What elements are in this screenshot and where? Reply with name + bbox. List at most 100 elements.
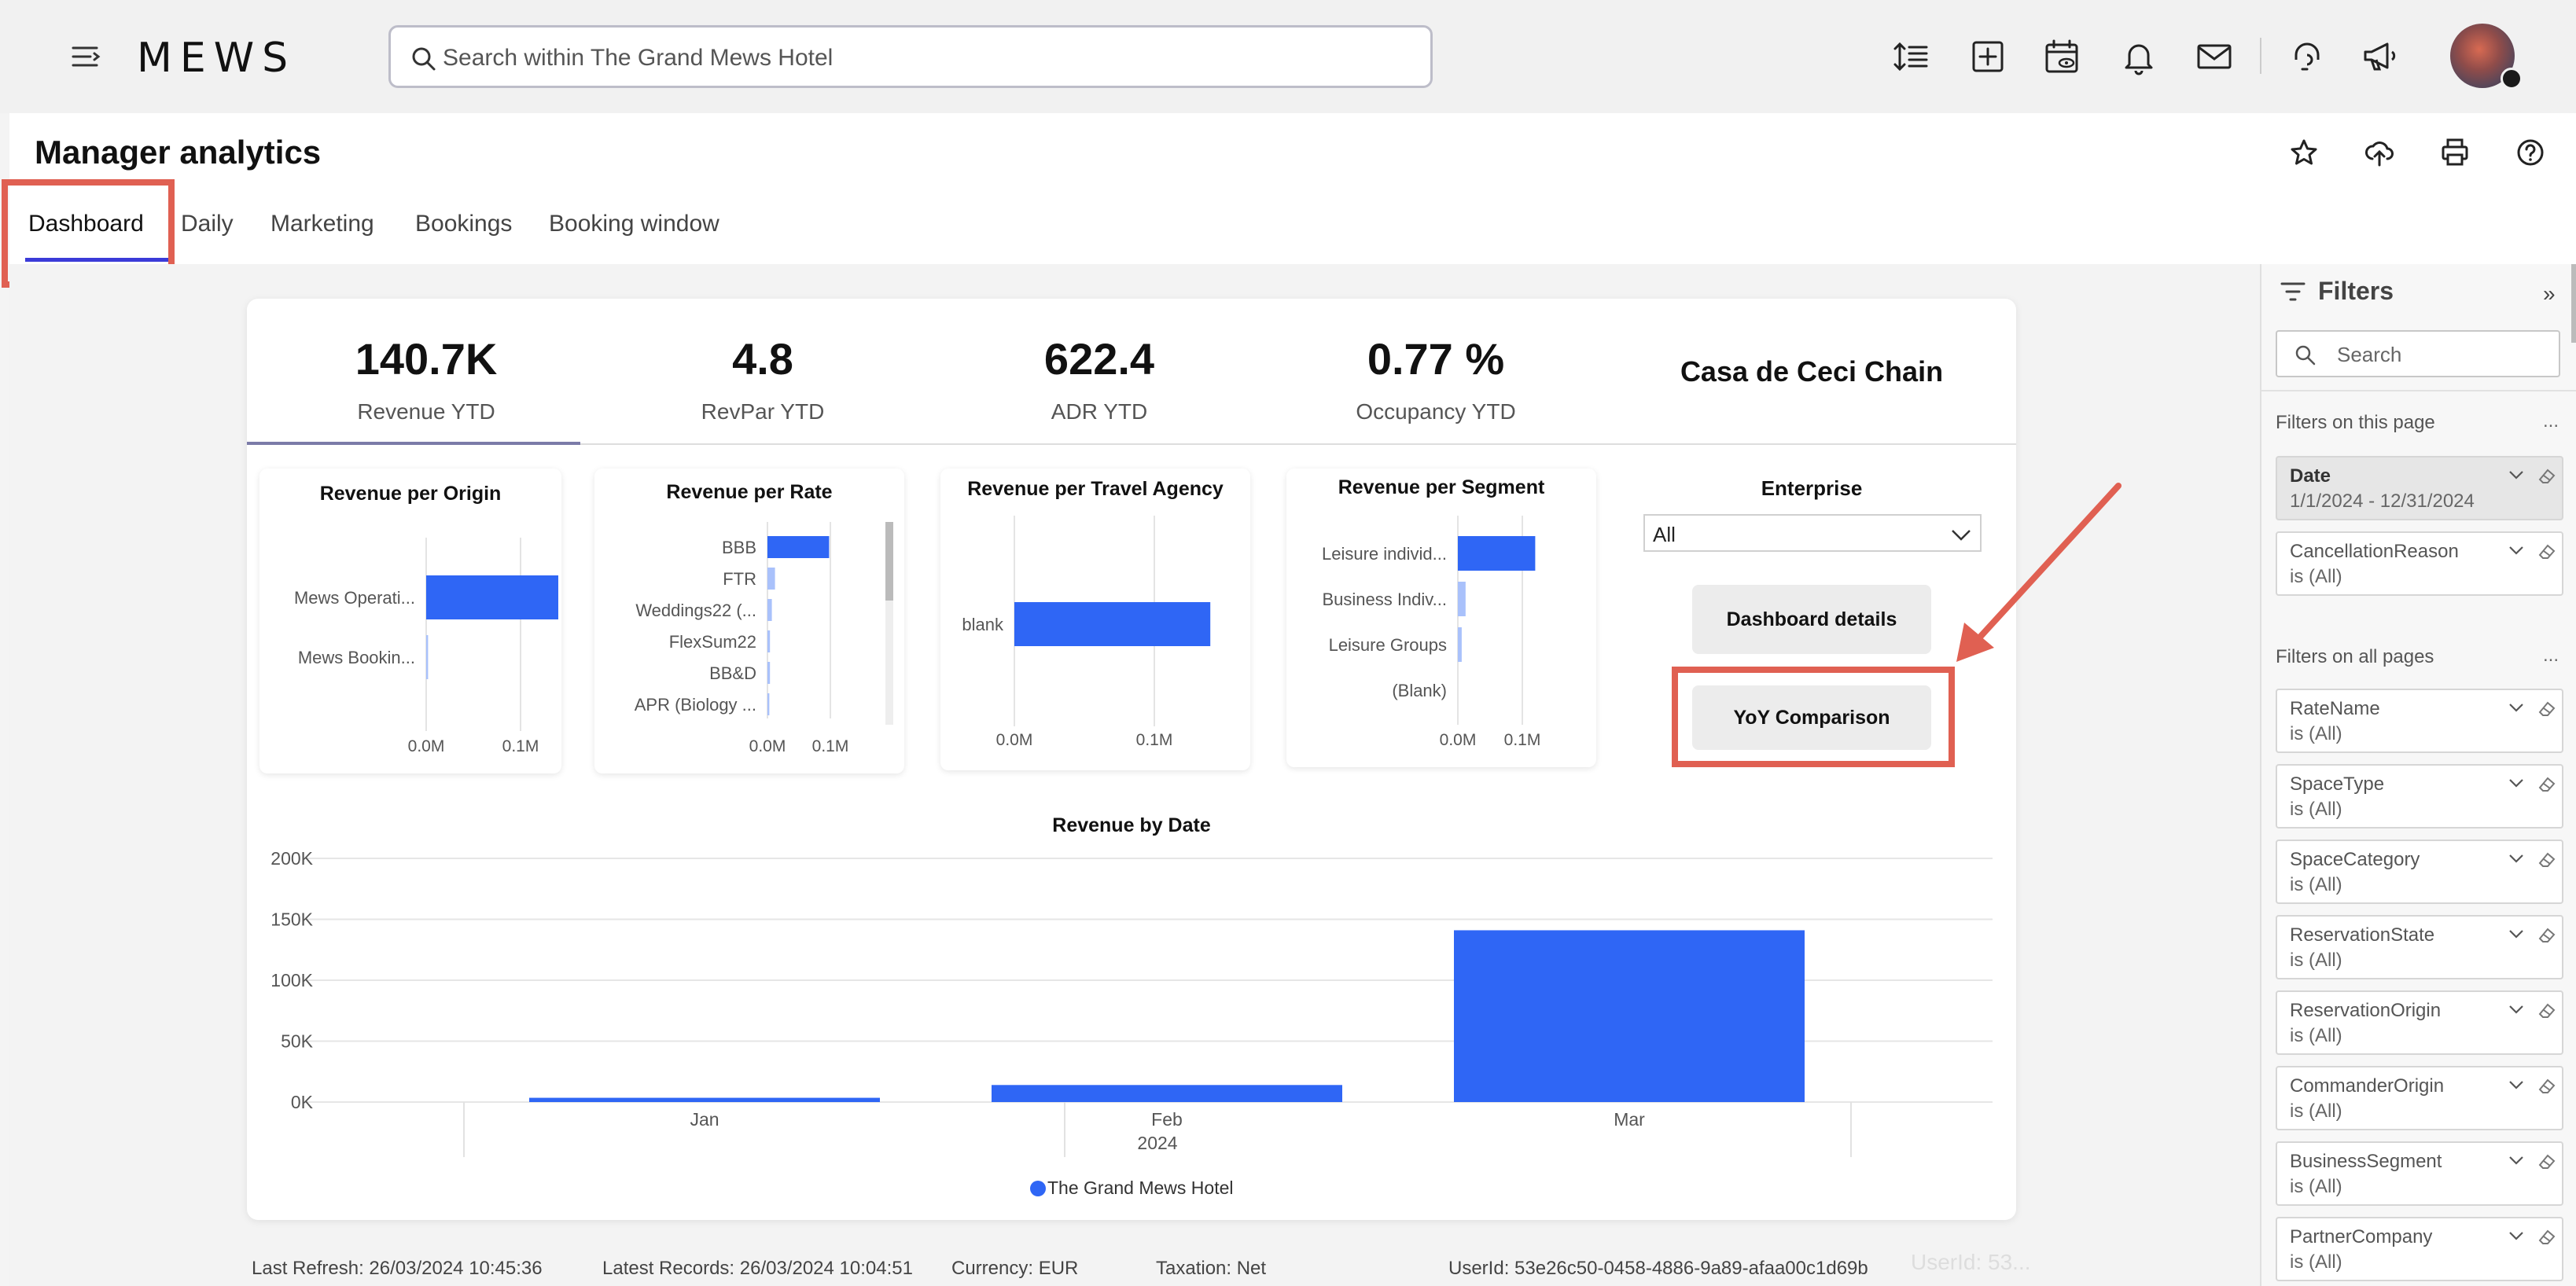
filter-card[interactable]: RateName is (All) (2276, 689, 2563, 753)
chevron-down-icon[interactable] (2507, 926, 2526, 942)
x-tick-label: Jan (690, 1109, 719, 1130)
collapse-panel-icon[interactable]: » (2543, 281, 2556, 306)
revenue-per-segment-chart[interactable]: Revenue per Segment 0.0M 0.1M Leisure indi… (1286, 468, 1596, 767)
chevron-down-icon[interactable] (2507, 775, 2526, 791)
category-label: Leisure Groups (1329, 635, 1447, 655)
menu-icon[interactable] (71, 41, 102, 72)
avatar-menu-badge[interactable] (2501, 68, 2523, 90)
filter-card[interactable]: BusinessSegment is (All) (2276, 1141, 2563, 1206)
enterprise-selected-value: All (1653, 523, 1676, 546)
clear-filter-icon[interactable] (2537, 1001, 2557, 1020)
section-filters-this-page: Filters on this page (2276, 412, 2435, 433)
filter-value: is (All) (2290, 566, 2342, 587)
footer-last-refresh: Last Refresh: 26/03/2024 10:45:36 (252, 1258, 543, 1279)
clear-filter-icon[interactable] (2537, 1077, 2557, 1096)
revenue-by-date-chart[interactable]: 0K 50K 100K 150K 200K Jan Feb Mar 2024 (247, 833, 2016, 1179)
filter-card[interactable]: ReservationState is (All) (2276, 915, 2563, 979)
scrollbar-track (885, 522, 893, 725)
filter-card[interactable]: CommanderOrigin is (All) (2276, 1066, 2563, 1130)
chart-title: Revenue per Origin (319, 483, 502, 505)
clear-filter-icon[interactable] (2537, 542, 2557, 561)
clear-filter-icon[interactable] (2537, 700, 2557, 718)
category-label: Mews Operati... (294, 588, 415, 608)
filter-value: is (All) (2290, 1025, 2342, 1046)
chevron-down-icon[interactable] (2507, 1228, 2526, 1244)
filter-card[interactable]: SpaceCategory is (All) (2276, 840, 2563, 904)
add-square-icon[interactable] (1969, 38, 2007, 75)
kpi-revpar-value: 4.8 (732, 334, 793, 384)
chevron-down-icon[interactable] (2507, 467, 2526, 483)
kpi-occupancy-label: Occupancy YTD (1356, 399, 1516, 424)
filter-card[interactable]: PartnerCompany is (All) (2276, 1217, 2563, 1281)
enterprise-select[interactable]: All (1643, 514, 1982, 552)
chevron-down-icon[interactable] (2507, 1077, 2526, 1093)
print-icon[interactable] (2439, 137, 2471, 168)
bar (767, 630, 771, 652)
footer-latest-records: Latest Records: 26/03/2024 10:04:51 (602, 1258, 913, 1279)
chevron-down-icon[interactable] (2507, 542, 2526, 558)
enterprise-title: Enterprise (1761, 476, 1863, 500)
footer-taxation: Taxation: Net (1156, 1258, 1267, 1279)
kpi-revenue-value: 140.7K (355, 334, 498, 384)
clear-filter-icon[interactable] (2537, 926, 2557, 945)
filter-name: Date (2290, 465, 2331, 487)
chart-plot: 0.0M 0.1M Leisure individ... Business Indiv… (1322, 516, 1540, 749)
clear-filter-icon[interactable] (2537, 1152, 2557, 1171)
support-headset-icon[interactable] (2288, 38, 2326, 75)
x-tick-label: 0.0M (408, 737, 445, 755)
mail-icon[interactable] (2195, 38, 2233, 75)
chevron-down-icon[interactable] (2507, 1152, 2526, 1168)
filter-card[interactable]: CancellationReason is (All) (2276, 531, 2563, 596)
yoy-comparison-button[interactable]: YoY Comparison (1692, 685, 1931, 750)
x-tick-label: 0.1M (502, 737, 539, 755)
filter-card[interactable]: SpaceType is (All) (2276, 764, 2563, 829)
filter-name: CancellationReason (2290, 541, 2459, 562)
mews-logo[interactable]: MEWS (137, 35, 296, 82)
chevron-down-icon[interactable] (2507, 700, 2526, 715)
filters-scrollbar[interactable] (2571, 264, 2576, 343)
chevron-down-icon[interactable] (2507, 851, 2526, 866)
chevron-down-icon[interactable] (2507, 1001, 2526, 1017)
bar (1458, 536, 1536, 571)
clear-filter-icon[interactable] (2537, 851, 2557, 869)
kpi-adr-label: ADR YTD (1051, 399, 1148, 424)
calendar-view-icon[interactable] (2043, 38, 2081, 75)
revenue-per-origin-chart[interactable]: Revenue per Origin 0.0M 0.1M Mews Operati.… (259, 468, 561, 773)
tab-daily[interactable]: Daily (181, 211, 234, 237)
chart-legend[interactable]: The Grand Mews Hotel (1030, 1178, 1233, 1199)
filter-value: is (All) (2290, 723, 2342, 744)
revenue-per-travel-agency-chart[interactable]: Revenue per Travel Agency 0.0M 0.1M blank (940, 468, 1250, 770)
global-search-input[interactable]: Search within The Grand Mews Hotel (388, 25, 1433, 88)
revenue-per-rate-chart[interactable]: Revenue per Rate 0.0M 0.1M BBB FTR Weddings2… (594, 468, 904, 773)
legend-dot-icon (1030, 1181, 1046, 1196)
help-icon[interactable] (2515, 137, 2546, 168)
more-options-icon[interactable]: ... (2543, 410, 2559, 432)
clear-filter-icon[interactable] (2537, 1228, 2557, 1247)
filter-value: is (All) (2290, 950, 2342, 971)
cloud-upload-icon[interactable] (2364, 137, 2395, 168)
filter-card[interactable]: ReservationOrigin is (All) (2276, 990, 2563, 1055)
tab-booking-window[interactable]: Booking window (549, 211, 719, 237)
filters-search-input[interactable]: Search (2276, 330, 2560, 377)
category-label: Mews Bookin... (298, 648, 415, 667)
page-title: Manager analytics (35, 134, 322, 171)
line-spacing-icon[interactable] (1892, 38, 1930, 75)
chart-plot: 0.0M 0.1M Mews Operati... Mews Bookin... (294, 538, 558, 755)
star-icon[interactable] (2288, 137, 2320, 168)
bell-icon[interactable] (2120, 38, 2158, 75)
tab-marketing[interactable]: Marketing (270, 211, 374, 237)
tab-bookings[interactable]: Bookings (415, 211, 513, 237)
scrollbar-thumb (885, 522, 893, 601)
clear-filter-icon[interactable] (2537, 775, 2557, 794)
clear-filter-icon[interactable] (2537, 467, 2557, 486)
dashboard-details-button[interactable]: Dashboard details (1692, 585, 1931, 654)
filter-name: ReservationState (2290, 924, 2435, 946)
tab-dashboard[interactable]: Dashboard (28, 211, 144, 237)
filter-card[interactable]: Date 1/1/2024 - 12/31/2024 (2276, 456, 2563, 520)
megaphone-icon[interactable] (2361, 38, 2398, 75)
section-filters-all-pages: Filters on all pages (2276, 646, 2434, 667)
x-tick-label: Mar (1614, 1109, 1645, 1130)
search-icon (412, 47, 436, 71)
filter-value: is (All) (2290, 1100, 2342, 1122)
more-options-icon[interactable]: ... (2543, 645, 2559, 666)
